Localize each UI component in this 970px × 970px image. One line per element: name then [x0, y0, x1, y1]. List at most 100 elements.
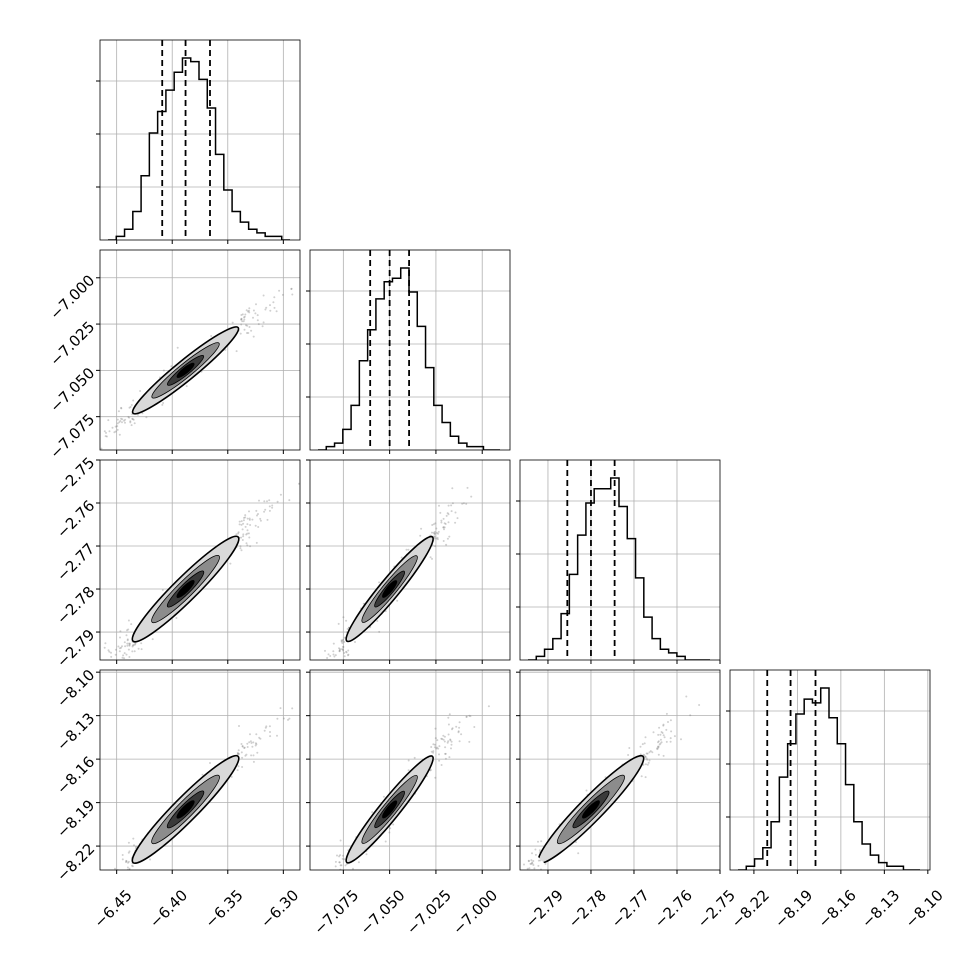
scatter-point	[420, 527, 423, 530]
scatter-point	[378, 630, 381, 633]
scatter-point	[447, 716, 450, 719]
scatter-point	[278, 289, 281, 292]
scatter-point	[400, 556, 403, 559]
scatter-point	[661, 732, 664, 734]
scatter-point	[101, 895, 103, 897]
scatter-point	[249, 524, 252, 526]
scatter-point	[461, 502, 464, 505]
scatter-point	[500, 914, 502, 916]
panel-3-1	[303, 669, 511, 924]
scatter-point	[333, 655, 336, 658]
scatter-point	[128, 881, 130, 883]
scatter-point	[438, 745, 441, 748]
scatter-point	[331, 661, 333, 663]
scatter-point	[246, 742, 249, 745]
scatter-point	[244, 525, 247, 528]
scatter-point	[162, 369, 165, 372]
scatter-point	[261, 325, 264, 328]
scatter-point	[493, 911, 495, 913]
scatter-point	[575, 841, 577, 844]
panel-3-3	[726, 669, 931, 874]
scatter-point	[665, 740, 668, 743]
panel-2-2	[516, 459, 721, 664]
axes-frame	[519, 459, 721, 661]
scatter-point	[263, 500, 266, 503]
scatter-point	[513, 879, 515, 881]
scatter-point	[291, 293, 294, 296]
scatter-point	[303, 922, 305, 924]
scatter-point	[132, 399, 135, 402]
scatter-point	[123, 419, 125, 422]
panel-1-1	[306, 249, 511, 454]
y-tick-label: −7.025	[46, 318, 98, 370]
scatter-point	[88, 691, 90, 693]
scatter-point	[107, 664, 109, 666]
scatter-point	[105, 431, 107, 434]
scatter-point	[439, 511, 442, 514]
scatter-point	[447, 521, 450, 524]
scatter-point	[246, 332, 248, 334]
scatter-point	[448, 535, 451, 538]
scatter-point	[306, 916, 308, 918]
scatter-point	[125, 634, 128, 637]
scatter-point	[254, 312, 257, 315]
scatter-point	[435, 537, 438, 540]
scatter-point	[660, 731, 663, 733]
scatter-point	[263, 729, 266, 732]
scatter-point	[128, 642, 131, 645]
scatter-point	[265, 725, 268, 728]
scatter-point	[185, 385, 188, 388]
scatter-point	[456, 517, 459, 520]
scatter-point	[201, 773, 204, 776]
y-tick-label: −2.77	[53, 540, 98, 585]
scatter-point	[121, 421, 123, 424]
scatter-point	[657, 733, 660, 736]
scatter-point	[275, 310, 278, 313]
scatter-point	[108, 882, 110, 884]
scatter-point	[114, 425, 117, 428]
scatter-point	[117, 873, 119, 875]
scatter-point	[434, 522, 437, 525]
scatter-point	[327, 653, 330, 656]
scatter-point	[252, 741, 255, 744]
scatter-point	[133, 643, 136, 646]
scatter-point	[331, 662, 333, 664]
scatter-point	[244, 514, 247, 517]
scatter-point	[334, 881, 336, 883]
scatter-point	[316, 667, 318, 669]
scatter-point	[347, 654, 349, 657]
scatter-point	[252, 335, 255, 338]
scatter-point	[262, 294, 265, 297]
scatter-point	[117, 410, 120, 413]
scatter-point	[121, 645, 123, 648]
scatter-point	[241, 528, 244, 531]
scatter-point	[116, 885, 118, 887]
scatter-point	[444, 523, 447, 525]
scatter-point	[337, 875, 339, 877]
scatter-point	[665, 728, 668, 731]
scatter-point	[454, 511, 457, 514]
scatter-point	[126, 644, 129, 647]
scatter-point	[652, 731, 655, 734]
x-tick-label: −7.025	[403, 886, 455, 938]
scatter-point	[327, 883, 329, 885]
scatter-point	[639, 753, 642, 756]
scatter-point	[337, 875, 339, 877]
scatter-point	[442, 526, 445, 529]
scatter-point	[577, 852, 580, 855]
scatter-point	[432, 531, 435, 534]
scatter-point	[529, 862, 532, 865]
scatter-point	[252, 760, 255, 763]
scatter-point	[290, 288, 293, 290]
scatter-point	[231, 321, 234, 324]
scatter-point	[303, 921, 305, 923]
scatter-point	[340, 878, 342, 880]
scatter-point	[311, 694, 313, 696]
axes-frame	[99, 39, 301, 241]
scatter-point	[55, 952, 57, 954]
scatter-point	[336, 872, 338, 874]
scatter-point	[131, 650, 134, 653]
scatter-point	[240, 523, 243, 526]
scatter-point	[241, 766, 244, 768]
scatter-point	[326, 657, 329, 659]
